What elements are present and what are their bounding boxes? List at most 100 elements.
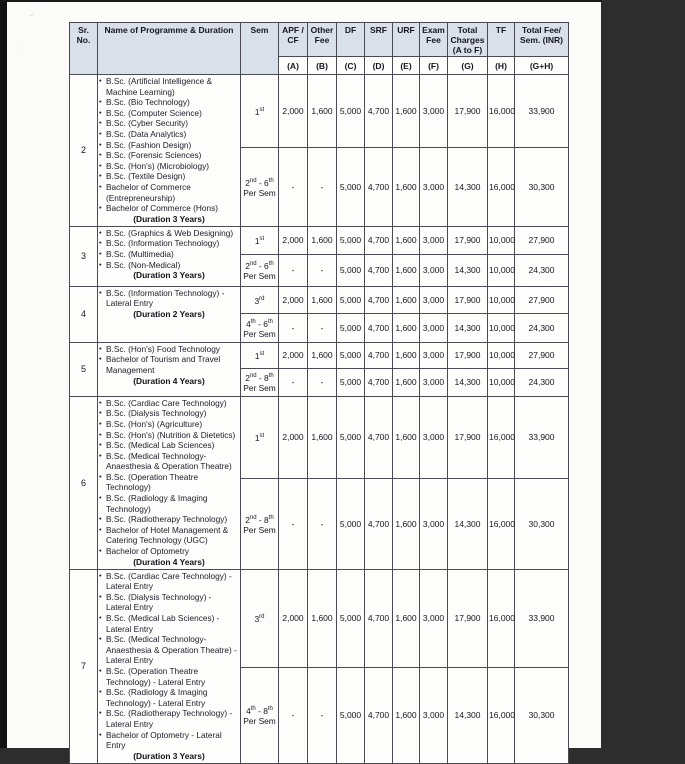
fee-cell-total: 24,300 xyxy=(514,253,569,287)
fee-cell-tf: 16,000 xyxy=(487,73,515,149)
table-row: 4th - 6th Per Sem - - 5,000 4,700 1,600 3… xyxy=(70,312,569,343)
fee-cell-srf: 4,700 xyxy=(364,367,393,397)
bullet-icon: • xyxy=(99,591,102,601)
fee-cell-df: 5,000 xyxy=(336,478,365,570)
programme-item: • B.Sc. (Hon's) Food Technology xyxy=(99,343,220,354)
fee-cell-apf: 2,000 xyxy=(278,341,308,369)
fee-cell-other: 1,600 xyxy=(307,285,337,314)
programme-item: • B.Sc. (Hon's) (Microbiology) xyxy=(99,160,210,171)
bullet-icon: • xyxy=(99,107,102,117)
col-code-gh: (G+H) xyxy=(514,56,569,75)
fee-cell-total: 33,900 xyxy=(514,73,569,149)
table-row: 3 • B.Sc. (Graphics & Web Designing) • B.Sc… xyxy=(69,225,569,287)
programme-list: • B.Sc. (Graphics & Web Designing) • B.Sc. … xyxy=(99,228,239,270)
sem-cell: 2nd - 6th Per Sem xyxy=(240,253,279,287)
programme-item: • B.Sc. (Radiology & Imaging Technology) … xyxy=(99,687,208,708)
scanned-fee-document: { "table": { "columns": [ {"label": "Sr.… xyxy=(0,0,602,764)
fee-cell-apf: - xyxy=(278,312,308,343)
fee-cell-total-charges: 14,300 xyxy=(447,147,488,227)
fee-cell-exam: 3,000 xyxy=(419,395,448,480)
fee-cell-df: 5,000 xyxy=(336,73,365,149)
programme-item: • B.Sc. (Graphics & Web Designing) xyxy=(99,227,234,238)
fee-cell-other: - xyxy=(307,253,337,287)
sr-no-cell: 2 xyxy=(69,74,98,227)
programme-item: • B.Sc. (Dialysis Technology) xyxy=(99,408,207,419)
programme-item: • B.Sc. (Cyber Security) xyxy=(99,118,189,129)
bullet-icon: • xyxy=(99,493,102,503)
bullet-icon: • xyxy=(99,570,102,580)
fee-cell-urf: 1,600 xyxy=(392,666,420,764)
programme-item: • B.Sc. (Cardiac Care Technology) xyxy=(99,397,227,408)
fee-cell-srf: 4,700 xyxy=(364,147,393,227)
col-code-e: (E) xyxy=(392,56,420,75)
programme-cell: • B.Sc. (Graphics & Web Designing) • B.Sc. … xyxy=(97,225,241,287)
fee-cell-total: 27,900 xyxy=(514,285,569,314)
fee-cell-exam: 3,000 xyxy=(419,285,448,314)
duration-label: (Duration 3 Years) xyxy=(133,213,205,224)
fee-cell-apf: - xyxy=(278,478,308,570)
fee-cell-srf: 4,700 xyxy=(364,285,393,314)
table-row: 4 • B.Sc. (Information Technology) - Late… xyxy=(69,285,569,343)
sr-no-cell: 6 xyxy=(69,395,98,570)
table-row: 7 • B.Sc. (Cardiac Care Technology) - Lat… xyxy=(69,568,569,764)
sem-cell: 4th - 8th Per Sem xyxy=(240,666,279,764)
fee-cell-srf: 4,700 xyxy=(364,395,393,480)
fee-cell-exam: 3,000 xyxy=(419,73,448,149)
fee-cell-srf: 4,700 xyxy=(364,73,393,149)
programme-cell: • B.Sc. (Cardiac Care Technology) - Later… xyxy=(97,568,241,764)
fee-cell-total-charges: 17,900 xyxy=(447,225,488,255)
programme-item: • B.Sc. (Medical Lab Sciences) xyxy=(99,440,215,451)
fee-cell-df: 5,000 xyxy=(336,367,365,397)
programme-item: • B.Sc. (Computer Science) xyxy=(99,107,202,118)
col-header-total-fee: Total Fee/ Sem. (INR) xyxy=(514,22,569,57)
fee-cell-total-charges: 17,900 xyxy=(447,341,488,369)
fee-cell-tf: 10,000 xyxy=(487,312,515,343)
programme-cell: • B.Sc. (Hon's) Food Technology • Bachelor … xyxy=(97,341,241,397)
programme-item: • B.Sc. (Fashion Design) xyxy=(99,139,192,150)
programme-item: • B.Sc. (Dialysis Technology) - Lateral E… xyxy=(99,591,212,613)
programme-item: • B.Sc. (Textile Design) xyxy=(99,171,186,182)
fee-cell-apf: - xyxy=(278,253,308,287)
programme-item: • B.Sc. (Medical Technology- Anaesthesia … xyxy=(99,634,237,666)
fee-cell-other: 1,600 xyxy=(307,225,337,255)
col-header-tf: TF xyxy=(487,22,515,57)
fee-cell-total-charges: 17,900 xyxy=(447,285,488,314)
col-code-b: (B) xyxy=(307,56,337,75)
bullet-icon: • xyxy=(99,76,102,85)
programme-item: • Bachelor of Optometry xyxy=(99,546,190,557)
bullet-icon: • xyxy=(99,181,102,191)
fee-cell-urf: 1,600 xyxy=(392,568,420,668)
bullet-icon: • xyxy=(99,160,102,170)
sem-cell: 3rd xyxy=(240,568,279,668)
bullet-icon: • xyxy=(99,418,102,428)
programme-item: • Bachelor of Commerce (Entrepreneurship) xyxy=(99,181,191,203)
fee-cell-df: 5,000 xyxy=(336,147,365,227)
bullet-icon: • xyxy=(99,524,102,534)
fee-cell-df: 5,000 xyxy=(336,666,365,764)
fee-cell-total: 30,300 xyxy=(514,478,569,570)
sem-cell: 3rd xyxy=(240,285,279,314)
sr-no-cell: 5 xyxy=(69,341,98,397)
bullet-icon: • xyxy=(99,471,102,481)
fee-cell-other: - xyxy=(307,367,337,397)
bullet-icon: • xyxy=(99,687,102,697)
header-row: Sr. No. Name of Programme & Duration Sem… xyxy=(69,22,569,75)
bullet-icon: • xyxy=(99,171,102,181)
col-code-f: (F) xyxy=(419,56,448,75)
bullet-icon: • xyxy=(99,354,102,364)
duration-label: (Duration 2 Years) xyxy=(133,308,205,319)
bullet-icon: • xyxy=(99,259,102,269)
fee-cell-srf: 4,700 xyxy=(364,478,393,570)
fee-cell-tf: 16,000 xyxy=(487,478,515,570)
sem-cell: 2nd - 8th Per Sem xyxy=(240,478,279,570)
fee-cell-exam: 3,000 xyxy=(419,666,448,764)
sem-cell: 1st xyxy=(240,395,279,480)
col-code-c: (C) xyxy=(336,56,365,75)
fee-cell-tf: 16,000 xyxy=(487,666,515,764)
sr-no-cell: 4 xyxy=(69,285,98,343)
table-row: 2nd - 8th Per Sem - - 5,000 4,700 1,600 3… xyxy=(70,367,569,397)
fee-cell-total: 30,300 xyxy=(514,147,569,227)
bullet-icon: • xyxy=(99,397,102,407)
fee-cell-apf: - xyxy=(278,147,308,227)
programme-item: • B.Sc. (Radiotherapy Technology) - Later… xyxy=(99,708,233,729)
